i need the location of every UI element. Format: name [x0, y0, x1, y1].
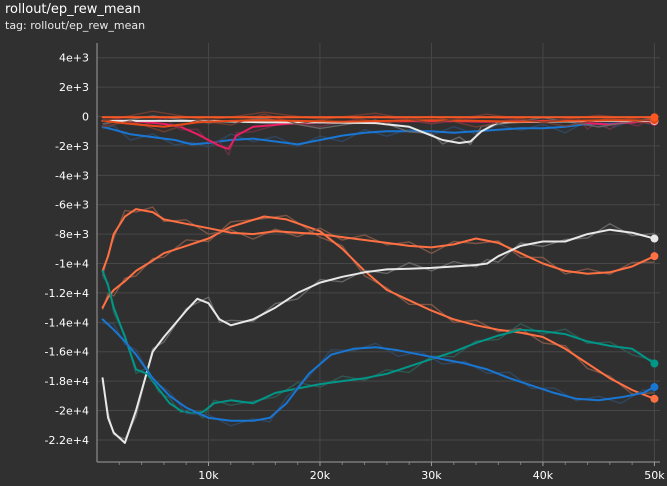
y-tick-label: -1.8e+4	[45, 375, 89, 388]
series-lines	[101, 110, 656, 444]
chart-tag: tag: rollout/ep_rew_mean	[5, 19, 146, 32]
y-tick-label: -2e+4	[55, 405, 89, 418]
series-line-0[interactable]	[101, 215, 656, 400]
x-tick-labels: 10k 20k 30k 40k 50k	[198, 469, 665, 482]
series-end-marker-4[interactable]	[650, 383, 659, 392]
axes	[96, 43, 660, 466]
x-tick-label: 50k	[644, 469, 665, 482]
x-tick-label: 40k	[533, 469, 554, 482]
series-end-marker-9[interactable]	[650, 113, 659, 122]
y-tick-labels: 4e+3 2e+3 0 -2e+3 -4e+3 -6e+3 -8e+3 -1e+4 -1.2e+…	[45, 52, 89, 447]
series-raw-line-1	[101, 206, 655, 277]
y-tick-label: -1.4e+4	[45, 316, 89, 329]
y-tick-label: 2e+3	[59, 81, 89, 94]
y-tick-label: -8e+3	[55, 228, 89, 241]
series-line-2[interactable]	[101, 228, 656, 444]
y-tick-label: -1e+4	[55, 258, 89, 271]
y-tick-label: 4e+3	[59, 52, 89, 65]
y-tick-label: 0	[82, 111, 89, 124]
series-raw-line-4	[102, 322, 655, 427]
series-end-marker-1[interactable]	[650, 252, 659, 261]
y-tick-label: -2e+3	[55, 140, 89, 153]
series-line-1[interactable]	[101, 208, 656, 275]
series-line-3[interactable]	[101, 269, 656, 415]
y-tick-label: -4e+3	[55, 169, 89, 182]
y-tick-label: -6e+3	[55, 199, 89, 212]
y-tick-label: -1.6e+4	[45, 346, 89, 359]
end-markers	[650, 113, 659, 403]
series-end-marker-2[interactable]	[650, 234, 659, 243]
series-raw-line-5	[102, 119, 655, 148]
series-end-marker-3[interactable]	[650, 359, 659, 368]
y-tick-label: -2.2e+4	[45, 434, 89, 447]
series-end-marker-0[interactable]	[650, 394, 659, 403]
y-tick-label: -1.2e+4	[45, 287, 89, 300]
chart-title: rollout/ep_rew_mean	[5, 2, 141, 17]
series-line-5[interactable]	[101, 119, 656, 146]
x-tick-label: 30k	[421, 469, 442, 482]
series-line-4[interactable]	[101, 318, 656, 422]
x-tick-label: 10k	[198, 469, 219, 482]
x-tick-label: 20k	[310, 469, 331, 482]
